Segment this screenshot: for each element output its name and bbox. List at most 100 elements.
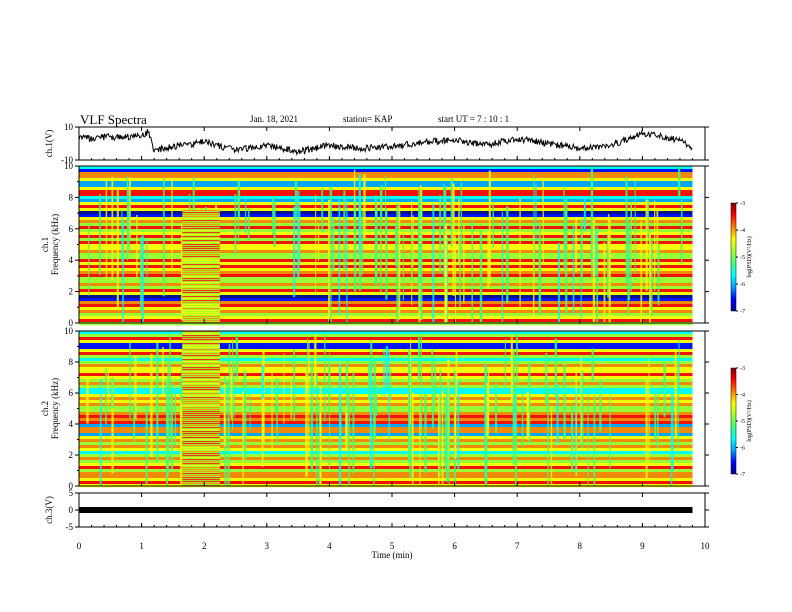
spectrogram-streak	[411, 223, 413, 282]
spectrogram-streak	[394, 224, 397, 267]
burst-line	[182, 427, 220, 429]
spectrogram-streak	[421, 189, 423, 232]
burst-line	[182, 291, 220, 294]
burst-line	[182, 347, 220, 349]
frequency-axis-label: Frequency (kHz)	[50, 214, 60, 275]
burst-line	[182, 363, 220, 365]
spectrogram-streak	[645, 199, 648, 291]
spectrogram-streak	[242, 391, 244, 486]
burst-line	[182, 209, 220, 212]
spectrogram-streak	[670, 389, 673, 486]
burst-line	[182, 461, 220, 463]
spectrogram-streak	[417, 337, 420, 380]
spectrogram-streak	[411, 392, 414, 486]
spectrogram-streak	[385, 346, 388, 393]
spectrogram-row	[79, 460, 693, 464]
y-tick-label: 10	[64, 326, 74, 336]
burst-line	[182, 417, 220, 419]
spectrogram-streak	[431, 348, 434, 393]
burst-line	[182, 275, 220, 278]
spectrogram-streak	[521, 384, 524, 448]
burst-line	[182, 247, 220, 250]
spectrogram-row	[79, 166, 693, 170]
spectrogram-streak	[420, 335, 423, 441]
spectrogram-row	[79, 466, 693, 470]
spectrogram-streak	[516, 332, 518, 384]
spectrogram-streak	[457, 379, 460, 470]
burst-line	[182, 365, 220, 367]
y-tick-label: 8	[69, 192, 74, 202]
burst-line	[182, 281, 220, 284]
ch1-signal-line	[78, 128, 693, 156]
spectrogram-streak	[645, 379, 648, 479]
spectrogram-streak	[388, 348, 390, 442]
burst-line	[182, 401, 220, 403]
spectrogram-streak	[609, 387, 611, 469]
spectrogram-streak	[116, 189, 119, 309]
spectrogram-streak	[227, 380, 230, 486]
colorbar-tick-label: -7	[740, 309, 745, 315]
spectrogram-row	[79, 451, 693, 455]
spectrogram-streak	[396, 203, 399, 322]
colorbar-tick-label: -6	[740, 446, 745, 452]
spectrogram-streak	[495, 383, 498, 434]
burst-line	[182, 451, 220, 453]
x-tick-label: 3	[265, 541, 270, 551]
burst-line	[182, 339, 220, 341]
burst-line	[182, 223, 220, 226]
spectrogram-streak	[134, 356, 137, 420]
spectrogram-streak	[535, 183, 537, 241]
spectrogram-streak	[345, 405, 348, 451]
burst-line	[182, 271, 220, 274]
spectrogram-streak	[558, 242, 560, 323]
burst-line	[182, 473, 220, 475]
spectrogram-row	[79, 298, 693, 302]
channel-label: ch.2	[40, 401, 50, 416]
spectrogram-streak	[587, 388, 589, 486]
spectrogram-streak	[443, 186, 447, 250]
spectrogram-streak	[317, 224, 320, 261]
spectrogram-streak	[370, 340, 373, 376]
spectrogram-streak	[444, 235, 447, 323]
burst-line	[182, 297, 220, 300]
burst-line	[182, 403, 220, 405]
spectrogram-row	[79, 409, 693, 413]
spectrogram-row	[79, 313, 693, 317]
spectrogram-streak	[235, 336, 239, 379]
spectrogram-streak	[591, 348, 594, 381]
spectrogram-streak	[538, 237, 541, 314]
burst-line	[182, 287, 220, 290]
spectrogram-row	[79, 469, 693, 473]
spectrogram-streak	[656, 207, 659, 259]
spectrogram-streak	[563, 186, 565, 271]
burst-line	[182, 221, 220, 224]
spectrogram-streak	[407, 349, 411, 463]
spectrogram-streak	[238, 187, 240, 243]
spectrogram-streak	[369, 360, 373, 469]
burst-line	[182, 305, 220, 308]
burst-line	[182, 237, 220, 240]
spectrogram-streak	[232, 339, 234, 431]
spectrogram-streak	[627, 218, 629, 315]
spectrogram-streak	[677, 167, 681, 199]
spectrogram-streak	[424, 393, 427, 474]
spectrogram-streak	[297, 190, 300, 278]
spectrogram-streak	[450, 178, 453, 247]
spectrogram-row	[79, 316, 693, 320]
burst-line	[182, 213, 220, 216]
spectrogram-streak	[420, 203, 423, 321]
burst-line	[182, 259, 220, 262]
spectrogram-streak	[591, 219, 593, 279]
spectrogram-streak	[383, 350, 385, 397]
y-tick-label: 0	[69, 505, 74, 515]
spectrogram-streak	[332, 217, 335, 271]
burst-line	[182, 233, 220, 236]
spectrogram-streak	[234, 193, 237, 255]
spectrogram-streak	[550, 406, 553, 486]
spectrogram-streak	[418, 196, 421, 284]
x-axis-label: Time (min)	[372, 550, 413, 560]
colorbar-tick-label: -4	[740, 228, 745, 234]
spectrogram-streak	[353, 199, 357, 292]
spectrogram-streak	[506, 206, 509, 304]
burst-line	[182, 317, 220, 320]
